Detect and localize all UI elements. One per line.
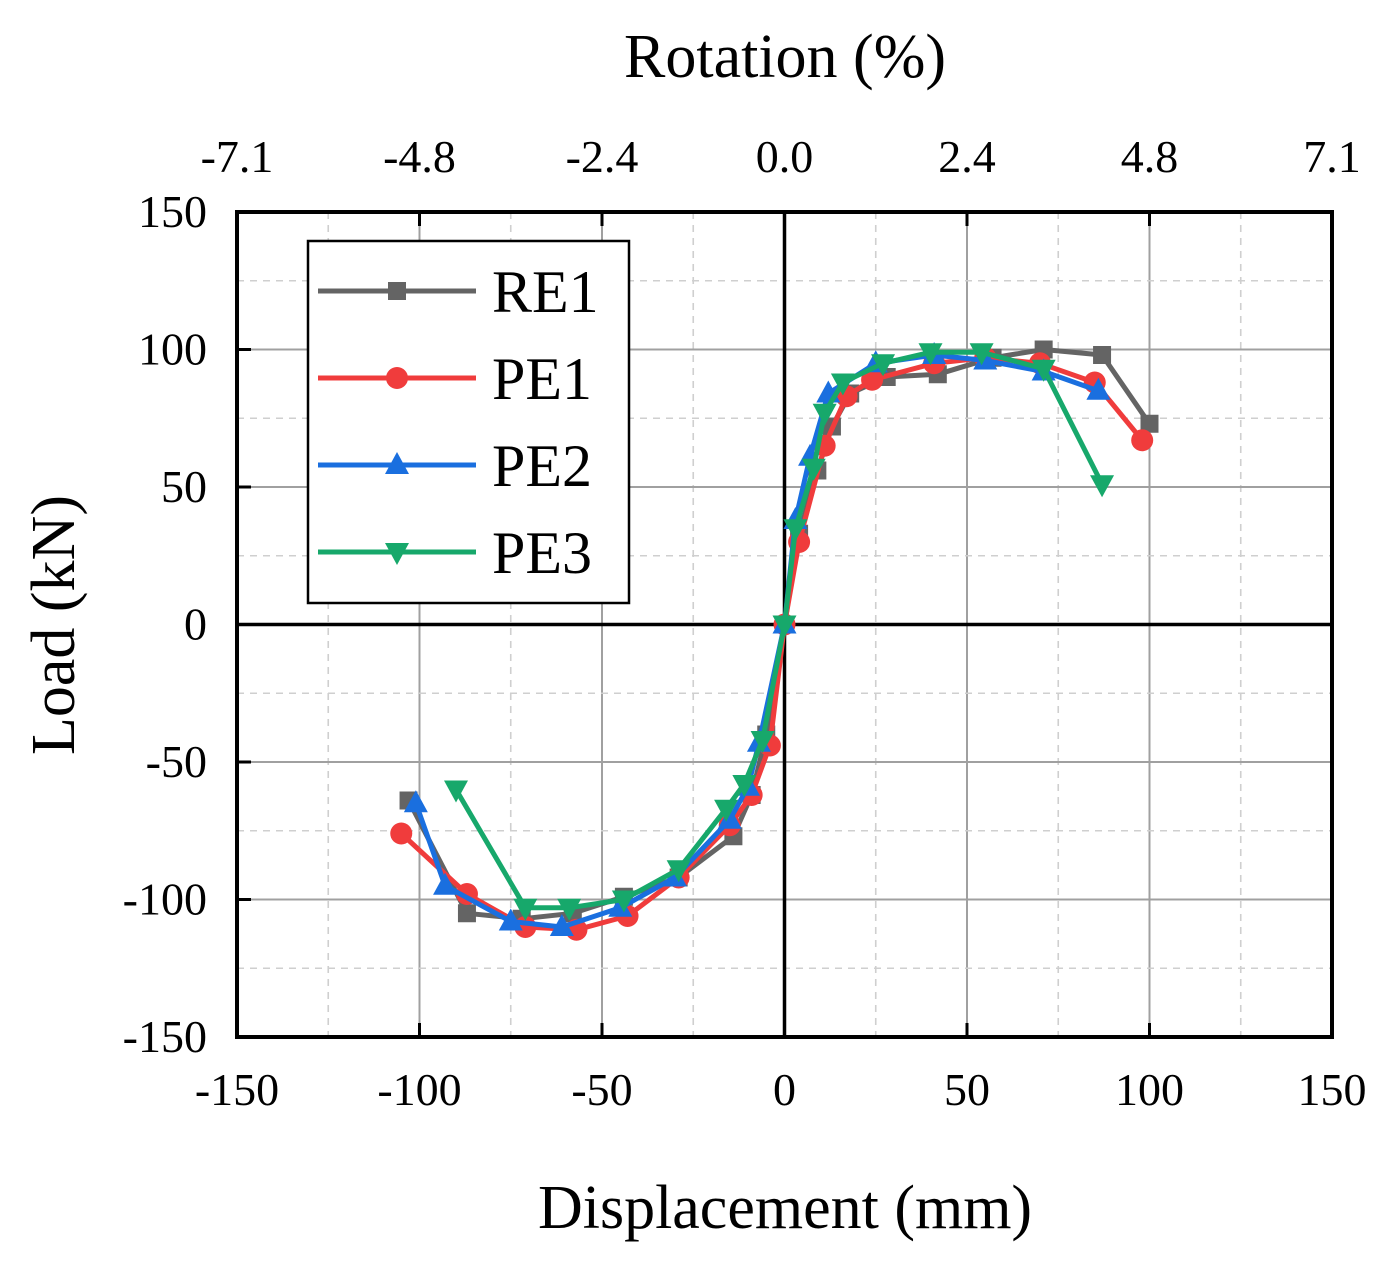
data-point-pe3	[969, 343, 994, 366]
x-tick-label: 100	[1115, 1064, 1184, 1115]
data-point-pe3	[557, 898, 582, 921]
data-point-pe3	[714, 799, 739, 822]
data-point-pe3	[830, 373, 855, 396]
ticks: -150 -7.1 -100 -4.8 -50 -2.4 0 0.0 50 2.4 100 4.8 15…	[123, 131, 1367, 1115]
x2-axis-title: Rotation (%)	[624, 23, 946, 91]
data-point-pe3	[772, 615, 797, 638]
x2-tick-label: 4.8	[1121, 131, 1179, 182]
y-tick-label: 150	[138, 186, 207, 237]
data-point-pe3	[801, 458, 826, 481]
x2-tick-label: 0.0	[756, 131, 814, 182]
x2-tick-label: -4.8	[383, 131, 456, 182]
y-tick-label: 100	[138, 324, 207, 375]
data-point-pe3	[444, 780, 468, 803]
data-point-pe2	[549, 914, 574, 936]
x2-tick-label: 2.4	[938, 131, 996, 182]
series-pe3	[444, 343, 1115, 921]
data-point-re1	[1140, 414, 1159, 433]
x-tick-label: -50	[571, 1064, 632, 1115]
data-point-pe2	[717, 806, 742, 829]
legend-label-pe2: PE2	[492, 433, 592, 499]
x-tick-label: 50	[944, 1064, 990, 1115]
data-point-pe1	[1131, 429, 1154, 452]
x-tick-label: 150	[1298, 1064, 1367, 1115]
data-point-re1	[457, 904, 476, 923]
x2-tick-label: 7.1	[1303, 131, 1361, 182]
series-layer	[390, 340, 1159, 941]
x-tick-label: -150	[195, 1064, 279, 1115]
data-point-pe3	[1031, 359, 1056, 382]
x-tick-label: 0	[773, 1064, 796, 1115]
data-point-pe3	[871, 354, 896, 377]
data-point-pe3	[812, 403, 837, 426]
legend-marker-pe3	[385, 543, 409, 565]
y-tick-label: -50	[146, 736, 207, 787]
data-point-pe2	[433, 872, 458, 895]
data-point-pe3	[1090, 475, 1115, 498]
data-point-pe3	[750, 731, 775, 753]
x-tick-label: -100	[377, 1064, 461, 1115]
y-tick-label: 0	[184, 599, 207, 650]
data-point-pe3	[666, 860, 691, 883]
legend-marker-re1	[388, 282, 406, 300]
legend-box	[306, 239, 631, 605]
data-point-pe1	[861, 368, 884, 391]
data-point-pe2	[403, 790, 428, 813]
legend-label-pe3: PE3	[492, 520, 592, 586]
data-point-pe3	[732, 775, 757, 797]
data-point-pe3	[611, 890, 636, 913]
legend-label-pe1: PE1	[492, 346, 592, 412]
data-point-pe3	[783, 519, 808, 542]
data-point-pe3	[918, 343, 943, 366]
legend-marker-pe1	[386, 367, 408, 389]
data-point-pe2	[498, 908, 523, 931]
x2-tick-label: -2.4	[566, 131, 639, 182]
data-point-pe2	[1086, 377, 1111, 400]
legend-label-re1: RE1	[492, 259, 599, 325]
x2-tick-label: -7.1	[201, 131, 274, 182]
legend-marker-pe2	[385, 452, 409, 474]
x-axis-title: Displacement (mm)	[538, 1174, 1032, 1242]
y-tick-label: -100	[123, 874, 207, 925]
y-tick-label: -150	[123, 1011, 207, 1062]
data-point-pe1	[390, 822, 413, 845]
series-line-pe3	[453, 349, 1105, 911]
data-point-pe3	[513, 898, 538, 921]
y-tick-label: 50	[161, 461, 207, 512]
data-point-re1	[1093, 346, 1112, 364]
legend: RE1 PE1 PE2 PE3	[306, 239, 631, 605]
y-axis-title: Load (kN)	[20, 495, 88, 755]
